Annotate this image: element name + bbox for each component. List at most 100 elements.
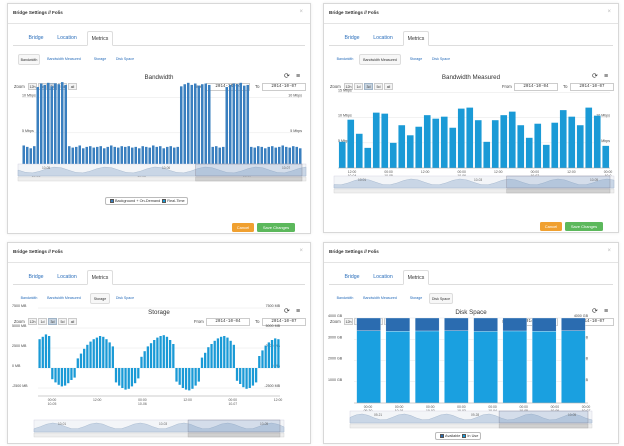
tab-bridge[interactable]: Bridge (344, 274, 360, 280)
navigator-series (333, 178, 615, 189)
bar (214, 146, 218, 168)
to-date-input[interactable]: 2014-10-07 (570, 83, 614, 91)
from-date-input[interactable]: 2014-10-04 (206, 318, 250, 326)
bar-available (414, 317, 440, 332)
x-tick-label: 00:00 (229, 398, 238, 402)
save-changes-button[interactable]: Save Changes (565, 222, 603, 231)
bar (95, 146, 99, 168)
navigator-scrollbar (349, 423, 593, 429)
zoom-12h-button[interactable]: 12h (344, 83, 353, 90)
subtab-storage[interactable]: Storage (93, 57, 107, 61)
subtab-storage[interactable]: Storage (409, 57, 423, 61)
save-changes-button[interactable]: Save Changes (257, 223, 295, 232)
subtab-disk-space[interactable]: Disk Space (115, 57, 135, 61)
refresh-icon[interactable]: ⟳ (284, 73, 290, 80)
zoom-label: Zoom (14, 319, 25, 324)
bar (213, 340, 216, 368)
bar (41, 336, 44, 368)
subtab-storage[interactable]: Storage (409, 296, 423, 300)
zoom-12h-button[interactable]: 12h (28, 318, 37, 325)
zoom-all-button[interactable]: all (68, 83, 77, 90)
menu-icon[interactable]: ≡ (296, 73, 301, 80)
tab-bridge[interactable]: Bridge (28, 274, 44, 280)
to-date-input[interactable]: 2014-10-07 (262, 83, 306, 91)
refresh-icon[interactable]: ⟳ (592, 308, 598, 315)
tab-location[interactable]: Location (373, 35, 393, 41)
close-icon[interactable]: × (607, 9, 611, 15)
x-tick-label: 00:00 (551, 405, 560, 409)
close-icon[interactable]: × (299, 248, 303, 254)
x-tick-label: 00:00 (395, 405, 404, 409)
bar (256, 146, 260, 168)
subtab-disk-space[interactable]: Disk Space (115, 296, 135, 300)
tab-bridge[interactable]: Bridge (344, 35, 360, 41)
zoom-12h-button[interactable]: 12h (28, 83, 37, 90)
refresh-icon[interactable]: ⟳ (592, 73, 598, 80)
bar (440, 116, 448, 168)
subtab-storage[interactable]: Storage (90, 293, 110, 304)
subtab-bandwidth[interactable]: Bandwidth (336, 296, 354, 300)
bar (123, 146, 127, 168)
bar (133, 368, 137, 384)
bar (200, 357, 204, 368)
navigator-scrollbar (33, 432, 285, 438)
bar (141, 146, 145, 168)
subtab-bandwidth[interactable]: Bandwidth (20, 296, 38, 300)
tab-metrics[interactable]: Metrics (403, 270, 429, 285)
subtab-disk-space[interactable]: Disk Space (431, 57, 451, 61)
zoom-3d-button[interactable]: 3d (364, 83, 373, 90)
x-tick-label: 00:00 (519, 405, 528, 409)
bar (190, 84, 194, 168)
bar (559, 110, 567, 168)
tab-location[interactable]: Location (57, 35, 77, 41)
subtab-disk-space[interactable]: Disk Space (429, 293, 453, 304)
bar (168, 340, 172, 368)
bar (415, 126, 423, 168)
menu-icon[interactable]: ≡ (604, 73, 609, 80)
bar (267, 146, 271, 168)
cancel-button[interactable]: Cancel (232, 223, 254, 232)
tab-location[interactable]: Location (373, 274, 393, 280)
navigator-series (17, 166, 307, 177)
subtab-bandwidth-measured[interactable]: Bandwidth Measured (359, 54, 401, 65)
to-date-input[interactable]: 2014-10-07 (262, 318, 306, 326)
subtab-bandwidth[interactable]: Bandwidth (18, 54, 40, 65)
navigator-selection (506, 175, 611, 189)
legend-item-label[interactable]: Real-Time (167, 199, 185, 203)
zoom-5d-button[interactable]: 5d (374, 83, 383, 90)
zoom-all-button[interactable]: all (68, 318, 77, 325)
bar (381, 113, 389, 168)
zoom-12h-button[interactable]: 12h (344, 318, 353, 325)
zoom-3d-button[interactable]: 3d (48, 318, 57, 325)
menu-icon[interactable]: ≡ (296, 308, 301, 315)
bar (29, 148, 33, 168)
tab-metrics[interactable]: Metrics (87, 270, 113, 285)
from-date-input[interactable]: 2014-10-04 (514, 83, 558, 91)
legend-item-label[interactable]: Background + On-Demand (115, 199, 161, 203)
bar-available (356, 317, 381, 331)
bar (251, 368, 255, 386)
legend-item-label[interactable]: In Use (467, 434, 479, 438)
from-label: From (502, 84, 512, 89)
zoom-all-button[interactable]: all (384, 83, 393, 90)
zoom-5d-button[interactable]: 5d (58, 318, 67, 325)
subtab-bandwidth-measured[interactable]: Bandwidth Measured (47, 57, 81, 61)
close-icon[interactable]: × (607, 248, 611, 254)
subtab-bandwidth[interactable]: Bandwidth (336, 57, 354, 61)
tab-bridge[interactable]: Bridge (28, 35, 44, 41)
tab-metrics[interactable]: Metrics (87, 31, 113, 46)
legend-item-label[interactable]: Available (445, 434, 461, 438)
bar (423, 115, 431, 168)
y-tick-label-left: 4000 GB (328, 314, 343, 318)
subtab-bandwidth-measured[interactable]: Bandwidth Measured (47, 296, 81, 300)
zoom-1d-button[interactable]: 1d (38, 318, 47, 325)
tab-location[interactable]: Location (57, 274, 77, 280)
tab-metrics[interactable]: Metrics (403, 31, 429, 46)
subtab-bandwidth-measured[interactable]: Bandwidth Measured (363, 296, 397, 300)
refresh-icon[interactable]: ⟳ (284, 308, 290, 315)
cancel-button[interactable]: Cancel (540, 222, 562, 231)
zoom-1d-button[interactable]: 1d (354, 83, 363, 90)
close-icon[interactable]: × (299, 9, 303, 15)
x-tick-label: 12:00 (183, 398, 192, 402)
menu-icon[interactable]: ≡ (604, 308, 609, 315)
